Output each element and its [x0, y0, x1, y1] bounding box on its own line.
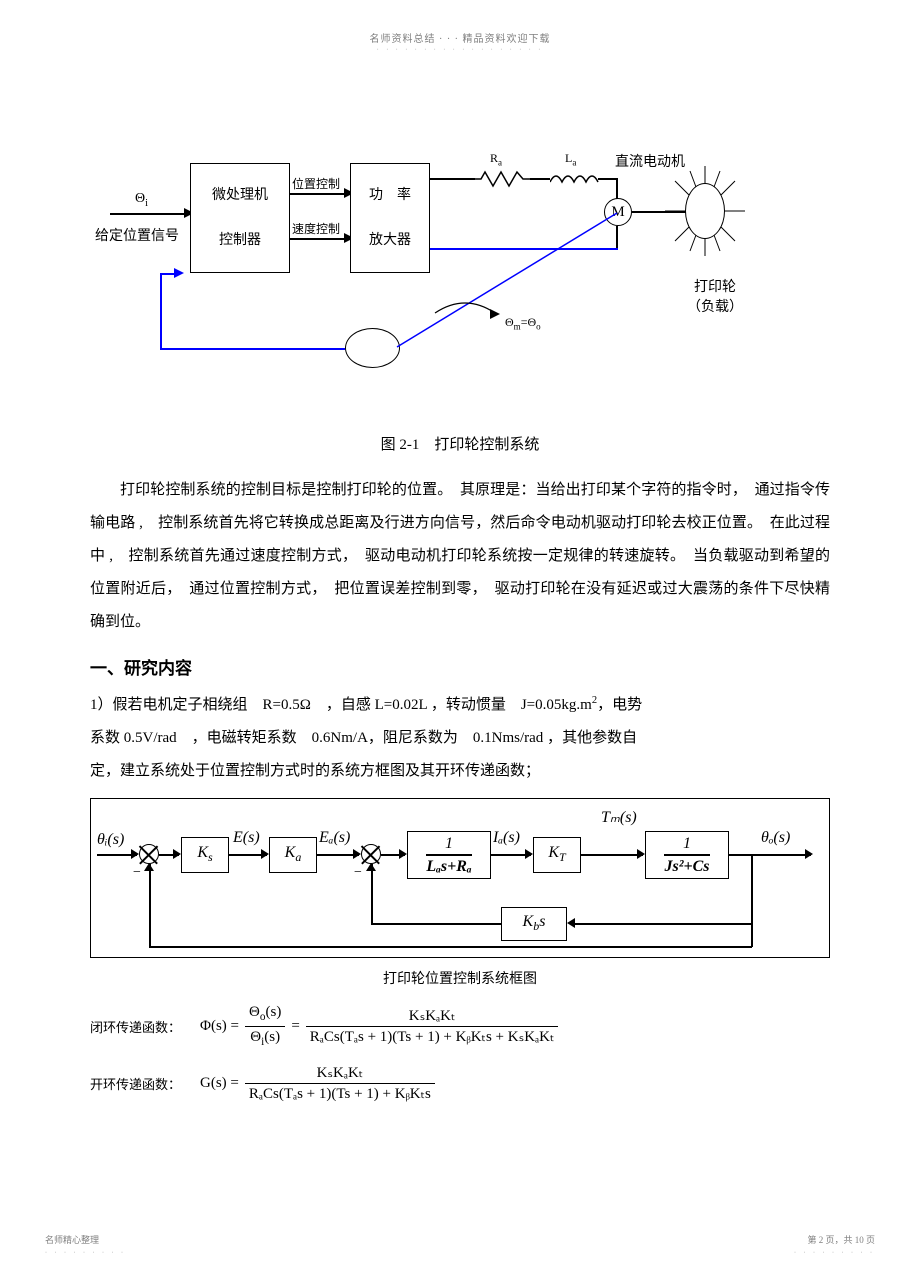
params-line1b: ，电势	[597, 697, 642, 713]
diagram-2: θᵢ(s) − Ks E(s) Ka Eₐ(s) − 1 Lₐs+Rₐ Iₐ(s…	[90, 798, 830, 958]
diagram-2-caption: 打印轮位置控制系统框图	[0, 968, 920, 988]
footer-dots-left: · · · · · · · · ·	[45, 1250, 126, 1256]
Eas-label: Eₐ(s)	[319, 829, 350, 847]
Es-label: E(s)	[233, 829, 260, 847]
load-label-2: （负载）	[685, 298, 745, 318]
footer-left: 名师精心整理	[45, 1233, 99, 1246]
page-header: 名师资料总结 · · · 精品资料欢迎下载	[0, 0, 920, 45]
tf2-block: 1 Js²+Cs	[664, 835, 709, 876]
theta-o-label: θₒ(s)	[761, 829, 790, 847]
Ias-label: Iₐ(s)	[493, 829, 520, 847]
Ka-block: Ka	[285, 844, 302, 865]
amp-label-1: 功 率	[369, 183, 411, 208]
equation-open-loop: 开环传递函数： G(s) = KₛKₐKₜ RₐCs(Tₐs + 1)(Ts +…	[90, 1064, 830, 1103]
Ra-label: R	[490, 151, 498, 165]
section-1-title: 一、研究内容	[90, 654, 830, 679]
pos-ctrl-label: 位置控制	[292, 175, 340, 192]
KT-block: KT	[548, 844, 565, 865]
paragraph-1: 打印轮控制系统的控制目标是控制打印轮的位置。 其原理是：当给出打印某个字符的指令…	[90, 474, 830, 639]
Ks-block: Ks	[197, 844, 212, 865]
params-line2: 系数 0.5V/rad ，电磁转矩系数 0.6Nm/A，阻尼系数为 0.1Nms…	[90, 722, 830, 755]
tf1-block: 1 Lₐs+Rₐ	[426, 835, 471, 876]
theta-i-label: θᵢ(s)	[97, 831, 124, 849]
equation-closed-loop: 闭环传递函数： Φ(s) = Θo(s) Θi(s) = KₛKₐKₜ RₐCs…	[90, 1003, 830, 1049]
header-dots: · · · · · · · · · · · · · · · · · ·	[0, 47, 920, 53]
controller-label-2: 控制器	[219, 228, 261, 253]
Tms-label: Tₘ(s)	[601, 807, 637, 827]
controller-label-1: 微处理机	[212, 183, 268, 208]
footer-right: 第 2 页，共 10 页	[807, 1233, 875, 1246]
speed-ctrl-label: 速度控制	[292, 220, 340, 237]
params-line3: 定，建立系统处于位置控制方式时的系统方框图及其开环传递函数；	[90, 755, 830, 788]
footer-dots-right: · · · · · · · · ·	[794, 1250, 875, 1256]
params-line1a: 1）假若电机定子相绕组 R=0.5Ω ，自感 L=0.02L ，转动惯量 J=0…	[90, 697, 592, 713]
Kbs-block: Kbs	[523, 913, 546, 934]
load-label-1: 打印轮	[685, 278, 745, 298]
theta-m: Θ	[505, 315, 514, 329]
input-theta: Θ	[135, 191, 145, 206]
diagram-1: Θi 给定位置信号 微处理机 控制器 位置控制 速度控制 功 率 放大器 Ra …	[60, 143, 860, 423]
input-label-text: 给定位置信号	[95, 225, 179, 245]
figure-1-caption: 图 2-1 打印轮控制系统	[0, 433, 920, 454]
